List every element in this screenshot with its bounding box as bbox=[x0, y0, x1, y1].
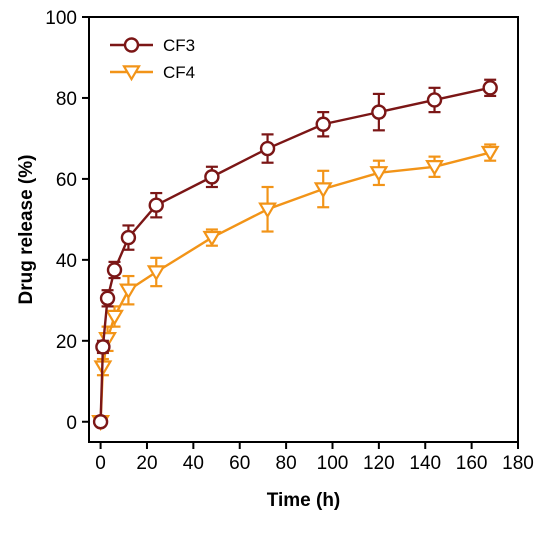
legend-item-cf4: CF4 bbox=[110, 63, 195, 82]
data-point bbox=[426, 92, 443, 108]
y-tick-label: 20 bbox=[56, 332, 77, 353]
data-point bbox=[258, 202, 277, 219]
x-tick-label: 120 bbox=[363, 453, 395, 474]
legend-label: CF3 bbox=[163, 36, 195, 55]
y-tick-label: 60 bbox=[56, 170, 77, 191]
data-point bbox=[95, 339, 111, 355]
series-cf3 bbox=[92, 78, 498, 430]
y-tick-label: 40 bbox=[56, 251, 77, 272]
data-point bbox=[202, 230, 222, 247]
data-point bbox=[92, 414, 109, 430]
axes-group: 0 20 40 60 80 100 120 140 160 180 0 20 40 60 80 100 bbox=[45, 8, 534, 474]
x-tick-label: 80 bbox=[276, 453, 297, 474]
legend-marker bbox=[123, 37, 140, 53]
x-tick-label: 40 bbox=[183, 453, 204, 474]
plot-frame bbox=[88, 16, 519, 443]
x-tick-label: 0 bbox=[95, 453, 106, 474]
data-point bbox=[148, 197, 164, 213]
x-tick-label: 140 bbox=[409, 453, 441, 474]
x-tick-label: 180 bbox=[502, 453, 534, 474]
legend-item-cf3: CF3 bbox=[110, 36, 195, 55]
data-point bbox=[120, 229, 137, 246]
x-tick-label: 20 bbox=[136, 453, 157, 474]
y-axis-title: Drug release (%) bbox=[16, 155, 37, 305]
series-group bbox=[91, 78, 500, 432]
data-point bbox=[313, 182, 333, 199]
data-point bbox=[480, 145, 500, 162]
y-tick-label: 100 bbox=[45, 8, 77, 29]
legend-label: CF4 bbox=[163, 63, 195, 82]
data-point bbox=[315, 116, 331, 132]
data-point bbox=[482, 80, 498, 96]
data-point bbox=[118, 283, 138, 300]
data-point bbox=[425, 160, 444, 177]
y-tick-label: 0 bbox=[66, 413, 77, 434]
legend-marker bbox=[122, 65, 141, 82]
data-point bbox=[259, 140, 276, 157]
x-tick-label: 100 bbox=[317, 453, 349, 474]
x-tick-label: 60 bbox=[229, 453, 250, 474]
series-cf4 bbox=[91, 143, 500, 432]
data-point bbox=[106, 262, 123, 278]
x-axis-title: Time (h) bbox=[267, 490, 341, 511]
data-point bbox=[204, 169, 220, 185]
y-tick-label: 80 bbox=[56, 89, 77, 110]
data-point bbox=[371, 104, 387, 120]
data-point bbox=[369, 166, 389, 183]
data-point bbox=[99, 290, 116, 307]
data-point bbox=[146, 265, 166, 282]
series-line bbox=[99, 86, 491, 422]
data-point bbox=[105, 309, 124, 326]
x-tick-label: 160 bbox=[456, 453, 488, 474]
